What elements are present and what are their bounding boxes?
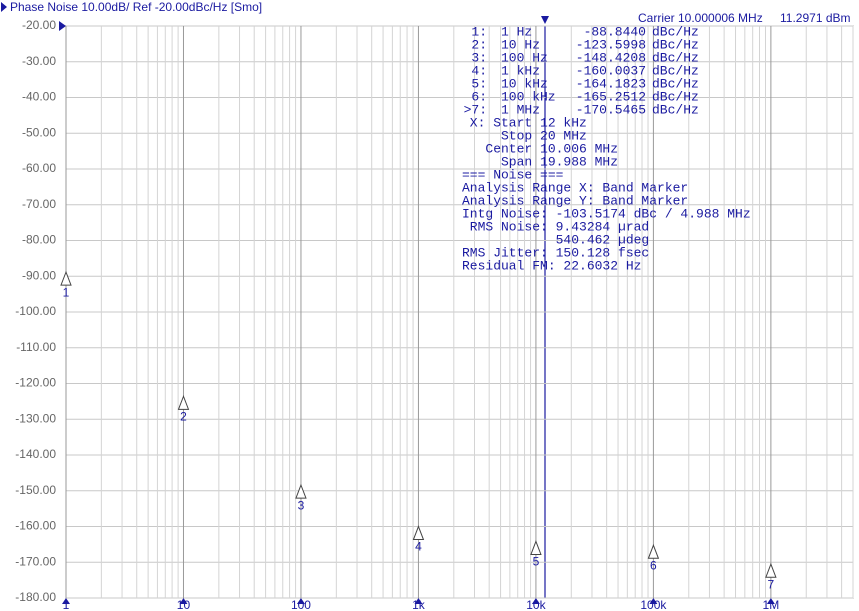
marker-row-label: 4: <box>471 63 487 78</box>
info-line: X: Start 12 kHz <box>462 115 587 130</box>
y-tick-label: -60.00 <box>22 161 56 175</box>
marker-row-freq: 1 MHz <box>501 102 540 117</box>
y-tick-label: -30.00 <box>22 54 56 68</box>
marker-row-unit: dBc/Hz <box>652 24 699 39</box>
marker-row-value: -165.2512 <box>576 89 646 104</box>
x-tick-label: 10 <box>177 598 191 611</box>
info-line: Analysis Range X: Band Marker <box>462 180 688 195</box>
marker-row-label: 6: <box>471 89 487 104</box>
y-tick-label: -140.00 <box>15 447 56 461</box>
info-line: Center 10.006 MHz <box>462 141 618 156</box>
marker-id: 5 <box>533 555 540 569</box>
x-tick-flag <box>531 598 540 604</box>
info-line: Intg Noise: -103.5174 dBc / 4.988 MHz <box>462 206 751 221</box>
info-line: Stop 20 MHz <box>462 128 587 143</box>
info-line: Residual FM: 22.6032 Hz <box>462 258 641 273</box>
marker-id: 4 <box>415 540 422 554</box>
band-marker-flag <box>541 16 549 24</box>
info-line: RMS Jitter: 150.128 fsec <box>462 245 649 260</box>
marker <box>765 562 777 578</box>
marker-id: 7 <box>768 577 775 591</box>
marker-row-freq: 10 Hz <box>501 37 540 52</box>
x-tick-label: 1k <box>412 598 426 611</box>
marker-id: 6 <box>650 558 657 572</box>
marker-id: 3 <box>298 498 305 512</box>
marker <box>412 525 425 541</box>
marker-row-freq: 100 Hz <box>501 50 548 65</box>
marker-id: 2 <box>180 410 187 424</box>
y-tick-label: -180.00 <box>15 590 56 604</box>
x-tick-flag <box>414 598 423 604</box>
trace-indicator <box>1 2 7 12</box>
reference-flag <box>59 21 66 31</box>
marker-row-label: 3: <box>471 50 487 65</box>
marker-row-value: -160.0037 <box>576 63 646 78</box>
marker-row-value: -170.5465 <box>576 102 646 117</box>
marker <box>60 270 72 286</box>
marker-row-value: -148.4208 <box>576 50 646 65</box>
y-tick-label: -170.00 <box>15 554 56 568</box>
y-tick-label: -120.00 <box>15 376 56 390</box>
info-line: 540.462 µdeg <box>462 232 649 247</box>
y-tick-label: -50.00 <box>22 125 56 139</box>
marker-row-unit: dBc/Hz <box>652 102 699 117</box>
marker-row-value: -88.8440 <box>584 24 646 39</box>
marker-row-freq: 10 kHz <box>501 76 548 91</box>
y-tick-label: -150.00 <box>15 483 56 497</box>
y-tick-label: -80.00 <box>22 233 56 247</box>
x-tick-label: 100k <box>640 598 667 611</box>
y-tick-label: -20.00 <box>22 18 56 32</box>
marker-row-unit: dBc/Hz <box>652 76 699 91</box>
x-tick-flag <box>296 598 305 604</box>
x-tick-label: 100 <box>291 598 311 611</box>
info-line: === Noise === <box>462 167 564 182</box>
marker-row-label: 2: <box>471 37 487 52</box>
x-tick-label: 1 <box>63 598 70 611</box>
marker-row-unit: dBc/Hz <box>652 37 699 52</box>
marker <box>647 543 660 559</box>
y-tick-label: -160.00 <box>15 519 56 533</box>
marker <box>177 394 190 410</box>
marker-row-unit: dBc/Hz <box>652 89 699 104</box>
marker-row-freq: 100 kHz <box>501 89 556 104</box>
chart-title: Phase Noise 10.00dB/ Ref -20.00dBc/Hz [S… <box>10 0 262 14</box>
x-tick-flag <box>62 598 70 604</box>
marker-id: 1 <box>63 285 70 299</box>
marker-row-value: -123.5998 <box>576 37 646 52</box>
y-tick-label: -90.00 <box>22 268 56 282</box>
marker-row-unit: dBc/Hz <box>652 63 699 78</box>
info-line: RMS Noise: 9.43284 µrad <box>462 219 649 234</box>
x-tick-flag <box>766 598 775 604</box>
marker-row-freq: 1 kHz <box>501 63 540 78</box>
power: 11.2971 dBm <box>780 11 851 25</box>
x-tick-label: 10k <box>526 598 546 611</box>
y-tick-label: -40.00 <box>22 90 56 104</box>
marker-row-label: 1: <box>471 24 487 39</box>
x-tick-flag <box>179 598 188 604</box>
marker-row-unit: dBc/Hz <box>652 50 699 65</box>
marker-row-freq: 1 Hz <box>501 24 532 39</box>
marker <box>530 540 542 555</box>
info-line: Span 19.988 MHz <box>462 154 618 169</box>
marker-row-label: >7: <box>464 102 487 117</box>
x-tick-label: 1M <box>763 598 780 611</box>
info-line: Analysis Range Y: Band Marker <box>462 193 688 208</box>
marker-row-label: 5: <box>471 76 487 91</box>
marker <box>295 483 307 499</box>
marker-row-value: -164.1823 <box>576 76 646 91</box>
y-tick-label: -100.00 <box>15 304 56 318</box>
y-tick-label: -70.00 <box>22 197 56 211</box>
carrier: Carrier 10.000006 MHz <box>638 11 763 25</box>
x-tick-flag <box>649 598 658 604</box>
y-tick-label: -110.00 <box>16 340 56 354</box>
y-tick-label: -130.00 <box>15 411 56 425</box>
